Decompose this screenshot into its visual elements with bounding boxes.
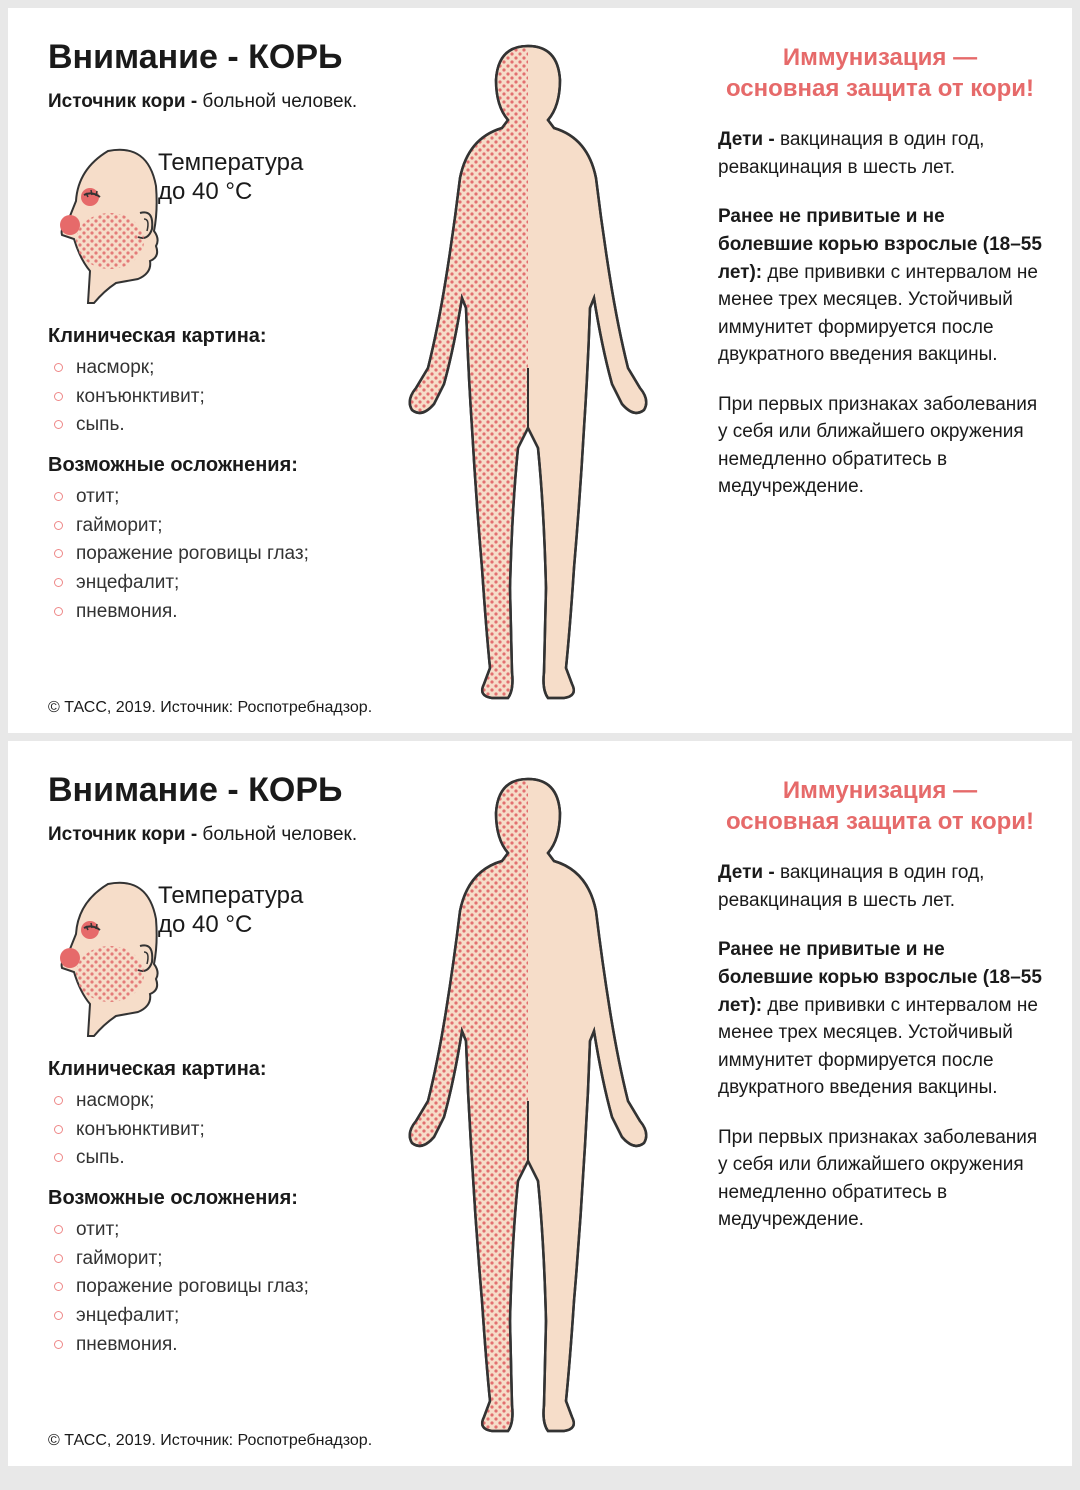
complications-heading: Возможные осложнения: (48, 1187, 358, 1210)
list-item: конъюнктивит; (48, 1116, 358, 1145)
info-card: Внимание - КОРЬ Источник кори - больной … (8, 741, 1072, 1466)
right-column: Иммунизация — основная защита от кори! Д… (698, 771, 1042, 1446)
list-item: сыпь. (48, 1144, 358, 1173)
complications-heading: Возможные осложнения: (48, 454, 358, 477)
temperature-label: Температура до 40 °С (158, 149, 303, 207)
advice-paragraph: При первых призна­ках заболевания у себя… (718, 391, 1042, 501)
head-diagram: Температура до 40 °С (48, 864, 358, 1044)
clinical-list: насморк;конъюнктивит;сыпь. (48, 354, 358, 440)
list-item: насморк; (48, 1087, 358, 1116)
page-title: Внимание - КОРЬ (48, 38, 358, 77)
list-item: отит; (48, 483, 358, 512)
complications-list: отит;гайморит;поражение роговицы глаз;эн… (48, 1216, 358, 1359)
children-paragraph: Дети - вакцинация в один год, ревакцина­… (718, 859, 1042, 914)
immunization-title: Иммунизация — основная защита от кори! (718, 42, 1042, 104)
info-card: Внимание - КОРЬ Источник кори - больной … (8, 8, 1072, 733)
head-diagram: Температура до 40 °С (48, 131, 358, 311)
adults-paragraph: Ранее не привитые и не болевшие корью вз… (718, 936, 1042, 1101)
body-diagram (358, 38, 698, 713)
list-item: гайморит; (48, 512, 358, 541)
list-item: поражение роговицы глаз; (48, 1273, 358, 1302)
source-line: Источник кори - больной человек. (48, 91, 358, 113)
list-item: энцефалит; (48, 569, 358, 598)
list-item: сыпь. (48, 411, 358, 440)
human-body-icon (358, 761, 698, 1441)
list-item: гайморит; (48, 1245, 358, 1274)
list-item: конъюнктивит; (48, 383, 358, 412)
page-title: Внимание - КОРЬ (48, 771, 358, 810)
advice-paragraph: При первых призна­ках заболевания у себя… (718, 1124, 1042, 1234)
immunization-title: Иммунизация — основная защита от кори! (718, 775, 1042, 837)
source-line: Источник кори - больной человек. (48, 824, 358, 846)
adults-paragraph: Ранее не привитые и не болевшие корью вз… (718, 203, 1042, 368)
right-column: Иммунизация — основная защита от кори! Д… (698, 38, 1042, 713)
body-diagram (358, 771, 698, 1446)
left-column: Внимание - КОРЬ Источник кори - больной … (48, 38, 358, 713)
left-column: Внимание - КОРЬ Источник кори - больной … (48, 771, 358, 1446)
human-body-icon (358, 28, 698, 708)
clinical-heading: Клиническая картина: (48, 325, 358, 348)
copyright: © ТАСС, 2019. Источник: Роспотребнадзор. (48, 1432, 372, 1450)
list-item: насморк; (48, 354, 358, 383)
copyright: © ТАСС, 2019. Источник: Роспотребнадзор. (48, 699, 372, 717)
list-item: поражение роговицы глаз; (48, 540, 358, 569)
list-item: пневмония. (48, 1331, 358, 1360)
complications-list: отит;гайморит;поражение роговицы глаз;эн… (48, 483, 358, 626)
list-item: отит; (48, 1216, 358, 1245)
children-paragraph: Дети - вакцинация в один год, ревакцина­… (718, 126, 1042, 181)
temperature-label: Температура до 40 °С (158, 882, 303, 940)
clinical-heading: Клиническая картина: (48, 1058, 358, 1081)
list-item: энцефалит; (48, 1302, 358, 1331)
list-item: пневмония. (48, 598, 358, 627)
clinical-list: насморк;конъюнктивит;сыпь. (48, 1087, 358, 1173)
